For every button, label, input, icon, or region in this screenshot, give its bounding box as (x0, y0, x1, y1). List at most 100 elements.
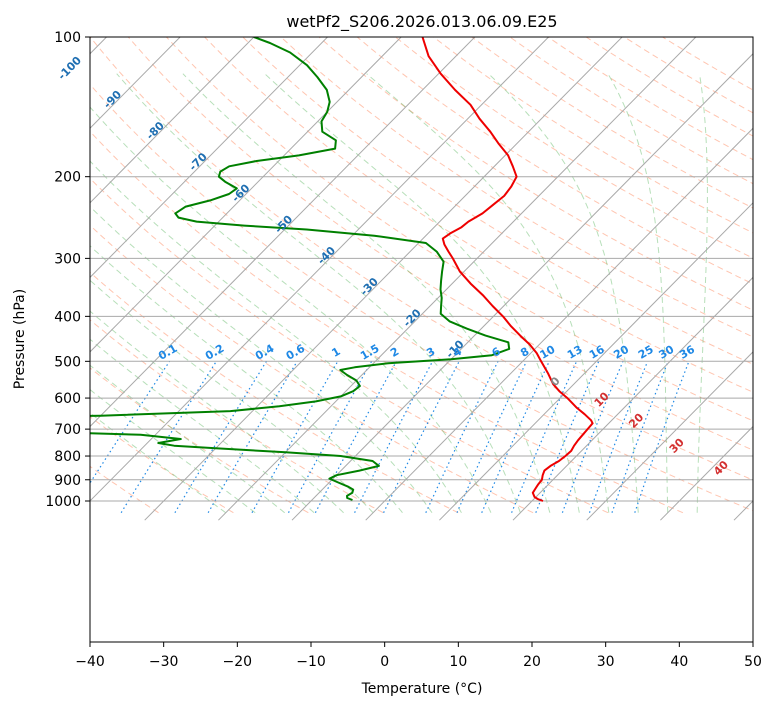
dry-adiabat-line (90, 416, 234, 514)
dry-adiabat-line (242, 37, 753, 365)
y-tick-label: 700 (54, 422, 81, 438)
isotherm-line (90, 37, 255, 204)
isotherm-label: -40 (315, 244, 338, 268)
isotherm-line (0, 16, 54, 520)
isotherm-line (365, 127, 753, 521)
mixing-ratio-label: 2 (388, 345, 401, 360)
moist-adiabat-line (90, 245, 403, 514)
mixing-ratio-line (456, 361, 528, 513)
dry-adiabat-line (166, 37, 753, 422)
mixing-ratio-label: 0.4 (253, 342, 277, 363)
plot-frame (89, 36, 754, 643)
moist-adiabat-line (90, 338, 315, 514)
isotherm-line (439, 202, 753, 521)
mixing-ratio-label: 1 (329, 345, 342, 360)
mixing-ratio-line (383, 361, 460, 513)
moist-adiabat-line (90, 106, 492, 513)
mixing-ratio-label: 36 (677, 343, 697, 362)
isotherm-label: -30 (358, 275, 381, 299)
mixing-ratio-label: 16 (587, 343, 607, 362)
x-axis: −40 −30 −20 −10 0 10 20 30 40 50 (75, 642, 762, 670)
dry-adiabat-line (509, 37, 753, 185)
dry-adiabat-line (90, 319, 384, 514)
isotherm-line (218, 37, 697, 521)
dry-adiabat-line (395, 37, 753, 259)
mixing-ratio-line (611, 361, 669, 513)
moist-adiabat-label: 10 (592, 389, 612, 409)
moist-adiabat-line (607, 73, 669, 513)
dry-adiabat-line (356, 37, 753, 285)
mixing-ratio-line (511, 361, 578, 513)
isotherm-line (90, 37, 476, 428)
moist-adiabat-label: 20 (626, 411, 646, 431)
dry-adiabat-line (90, 271, 459, 514)
moist-adiabat-line (90, 389, 256, 514)
temperature-profile-line (421, 37, 594, 502)
dry-adiabat-line (90, 177, 609, 514)
dry-adiabat-line (90, 465, 159, 514)
y-tick-label: 400 (54, 309, 81, 325)
moist-adiabat-label: 40 (711, 458, 731, 478)
isotherm-line (90, 37, 181, 129)
dry-adiabat-line (0, 37, 84, 513)
y-axis: 100 200 300 400 500 600 700 800 900 1000 (45, 30, 90, 510)
isotherm-line (660, 425, 753, 521)
mixing-ratio-label: 25 (636, 343, 656, 362)
y-tick-label: 200 (54, 170, 81, 186)
mixing-ratio-line (314, 361, 397, 513)
moist-adiabat-line (488, 73, 639, 513)
x-tick-label: 0 (380, 654, 389, 670)
mixing-ratio-line (207, 360, 298, 513)
x-tick-label: −40 (75, 654, 105, 670)
moist-adiabat-line (90, 364, 285, 514)
x-tick-label: −20 (223, 654, 253, 670)
dewpoint-profile-line (90, 37, 511, 501)
x-tick-label: −30 (149, 654, 179, 670)
y-tick-label: 300 (54, 251, 81, 267)
moist-adiabat-line (90, 160, 462, 513)
mixing-ratio-label: 3 (424, 345, 437, 360)
mixing-ratio-label: 30 (657, 343, 677, 362)
isotherm-label: -20 (401, 306, 424, 330)
x-axis-label: Temperature (°C) (361, 681, 483, 697)
dry-adiabat-line (280, 37, 753, 338)
moist-adiabat-line (116, 73, 521, 513)
dry-adiabat-line (547, 37, 753, 161)
x-tick-label: 20 (523, 654, 541, 670)
isotherm-line (291, 53, 753, 521)
isotherm-line (90, 37, 108, 55)
dry-adiabat-line (127, 37, 753, 451)
isotherm-label: -50 (272, 213, 295, 237)
mixing-ratio-line (120, 360, 217, 514)
isotherm-label: -100 (55, 54, 84, 83)
moist-adiabat-label: 0 (548, 374, 563, 389)
y-tick-label: 900 (54, 473, 81, 489)
mixing-ratio-line (174, 360, 267, 514)
x-tick-label: −10 (296, 654, 326, 670)
isotherm-line (90, 37, 329, 279)
x-tick-label: 50 (744, 654, 762, 670)
isotherm-label: -70 (187, 150, 210, 174)
mixing-ratio-label: 20 (611, 343, 631, 362)
x-tick-label: 40 (670, 654, 688, 670)
moist-adiabat-line (90, 279, 374, 514)
mixing-ratio-line (561, 361, 624, 513)
moist-adiabat-line (696, 73, 708, 513)
moist-adiabat-line (366, 73, 610, 513)
mixing-ratio-line (588, 361, 649, 513)
y-tick-label: 500 (54, 354, 81, 370)
dry-adiabat-line (204, 37, 753, 393)
moist-adiabat-label: 30 (667, 436, 687, 456)
isotherm-line (90, 37, 550, 502)
mixing-ratio-label: 0.1 (156, 342, 179, 363)
profile-lines (90, 37, 594, 502)
isotherm-line (90, 37, 402, 353)
mixing-ratio-line (425, 361, 499, 513)
chart-title: wetPf2_S206.2026.013.06.09.E25 (286, 12, 557, 32)
y-axis-label: Pressure (hPa) (12, 289, 28, 389)
y-tick-label: 800 (54, 449, 81, 465)
x-tick-label: 10 (449, 654, 467, 670)
dry-adiabat-line (90, 224, 534, 514)
